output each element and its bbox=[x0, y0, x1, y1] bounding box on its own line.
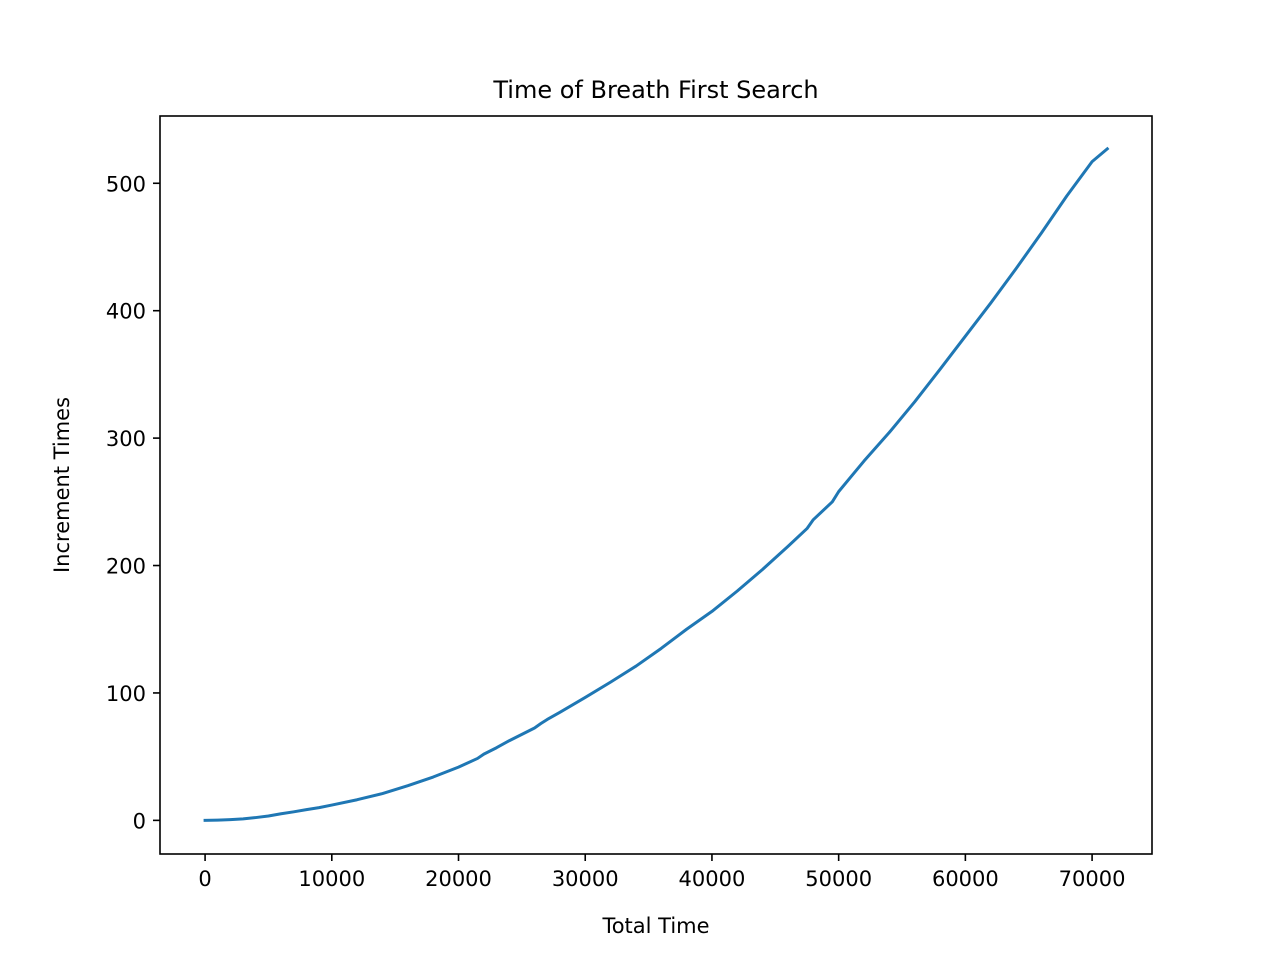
x-tick-label: 0 bbox=[198, 867, 211, 891]
y-tick-label: 300 bbox=[106, 427, 146, 451]
y-axis: 0 100 200 300 400 500 bbox=[106, 172, 160, 833]
x-tick-label: 10000 bbox=[298, 867, 365, 891]
y-tick-label: 0 bbox=[133, 809, 146, 833]
x-tick-label: 20000 bbox=[425, 867, 492, 891]
x-tick-label: 60000 bbox=[932, 867, 999, 891]
series-line bbox=[203, 146, 1110, 822]
x-axis-title: Total Time bbox=[601, 914, 709, 938]
plot-area bbox=[159, 115, 1153, 855]
axes-frame bbox=[159, 115, 1153, 855]
y-axis-title: Increment Times bbox=[50, 397, 74, 573]
series-layer bbox=[203, 146, 1110, 822]
y-tick-label: 100 bbox=[106, 682, 146, 706]
y-tick-label: 400 bbox=[106, 300, 146, 324]
chart-title: Time of Breath First Search bbox=[492, 76, 818, 104]
y-tick-label: 200 bbox=[106, 555, 146, 579]
x-tick-label: 40000 bbox=[679, 867, 746, 891]
x-axis: 0 10000 20000 30000 40000 50000 60000 70000 bbox=[198, 854, 1125, 891]
x-tick-label: 30000 bbox=[552, 867, 619, 891]
x-tick-label: 50000 bbox=[805, 867, 872, 891]
x-tick-label: 70000 bbox=[1059, 867, 1126, 891]
y-tick-label: 500 bbox=[106, 172, 146, 196]
